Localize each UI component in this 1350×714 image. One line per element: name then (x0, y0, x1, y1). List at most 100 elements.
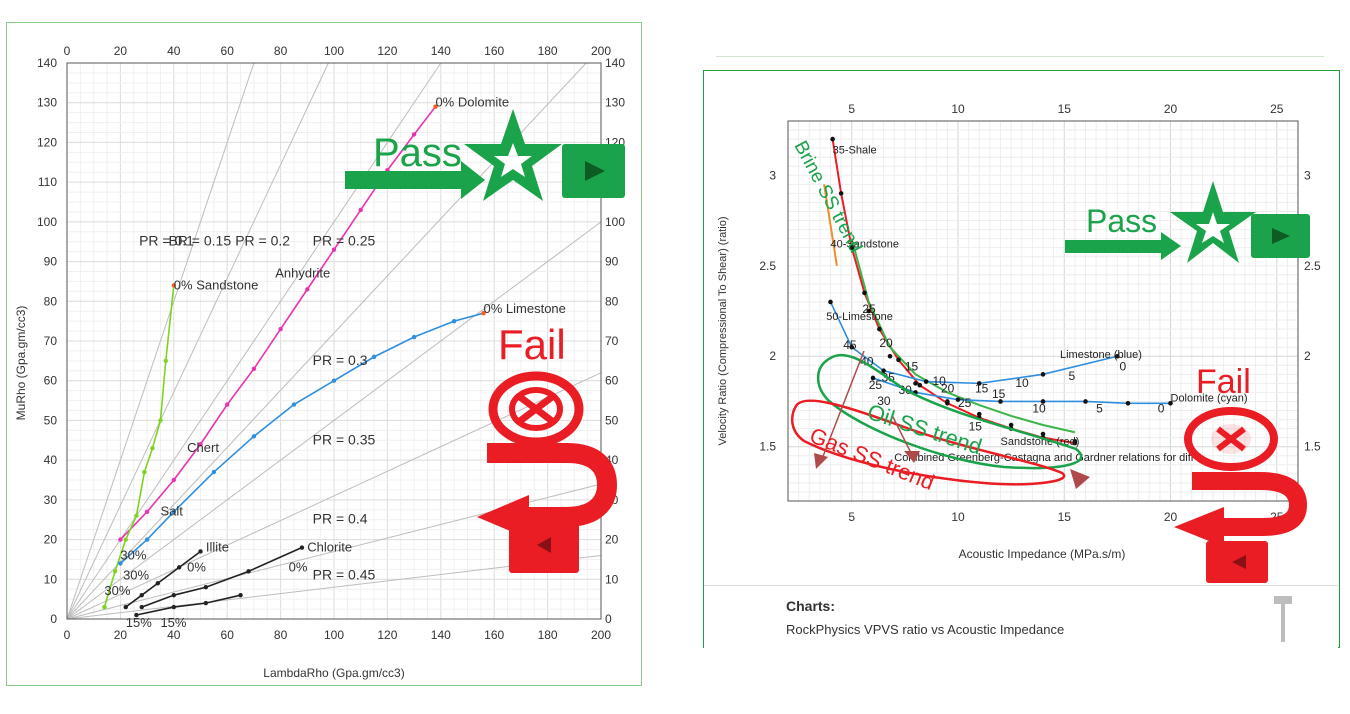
y-tick-label: 2.5 (759, 259, 776, 273)
y-tick-label: 130 (37, 96, 57, 110)
x-tick-label-top: 160 (484, 44, 504, 58)
charts-value: RockPhysics VPVS ratio vs Acoustic Imped… (786, 622, 1065, 637)
x-tick-label-top: 140 (431, 44, 451, 58)
data-point (830, 136, 835, 142)
value-label: 40 (860, 354, 874, 368)
x-tick-label: 160 (484, 628, 504, 642)
point-label: Dolomite (cyan) (1171, 392, 1248, 404)
data-point (291, 402, 297, 407)
value-label: 10 (1015, 376, 1029, 390)
pr-label: PR = 0.2 (235, 233, 290, 249)
data-point (176, 565, 182, 570)
data-point (371, 354, 377, 360)
x-tick-label-top: 100 (324, 44, 344, 58)
y-tick-label: 60 (44, 374, 58, 388)
data-point (481, 311, 486, 316)
data-point (118, 537, 123, 542)
data-point (1125, 400, 1131, 406)
point-label: 40-Sandstone (831, 239, 900, 251)
data-point (838, 191, 844, 196)
x-tick-label: 200 (591, 628, 611, 642)
y-tick-label: 80 (44, 294, 58, 308)
series-line (872, 377, 1171, 405)
pr-label: PR = 0.1 (139, 233, 194, 249)
play-right-icon[interactable] (1251, 214, 1310, 258)
y-tick-label: 1.5 (759, 440, 776, 454)
y-tick-label-right: 20 (605, 533, 619, 547)
value-label: 45 (843, 338, 857, 352)
data-point (1072, 438, 1078, 444)
y-tick-label: 50 (44, 413, 58, 427)
y-tick-label-right: 80 (605, 294, 619, 308)
x-tick-label-top: 15 (1058, 102, 1072, 116)
data-point (411, 334, 417, 340)
curved-arrow-icon (1174, 472, 1308, 547)
pr-label: PR = 0.3 (313, 352, 368, 368)
data-point (278, 326, 283, 332)
x-tick-label: 140 (431, 628, 451, 642)
data-point (887, 353, 893, 359)
y-tick-label-right: 70 (605, 334, 619, 348)
x-tick-label-top: 180 (538, 44, 558, 58)
play-right-icon[interactable] (562, 144, 625, 198)
y-tick-label: 10 (44, 572, 58, 586)
data-point (150, 446, 155, 451)
pr-lines (66, 62, 602, 620)
data-series (102, 104, 486, 618)
lmr-chart-panel: 0 0 20 20 40 40 60 60 80 80 100 100 120 120 140 140 160 1… (6, 22, 642, 686)
data-point (118, 561, 123, 566)
pr-line (66, 221, 602, 620)
point-label: 35-Shale (833, 145, 877, 157)
pass-text: Pass (373, 131, 462, 175)
data-point (144, 537, 150, 542)
value-label: 5 (1096, 401, 1103, 415)
pass-arrow-icon (1065, 232, 1181, 260)
mineral-label: 0% Sandstone (174, 277, 259, 292)
pass-arrow-icon (345, 161, 485, 199)
data-point (299, 545, 305, 550)
annotations: PR = 0.1BR = 0.15 PR = 0.2 PR = 0.25 PR = 0… (104, 95, 566, 630)
value-label: 25 (958, 396, 972, 410)
scroll-handle[interactable] (1274, 596, 1292, 642)
vpvs-chart-panel: 5 5 10 10 15 15 20 20 25 25 1.5 1.5 2 2 2.5 2.5 3 3 35-Sh… (703, 70, 1340, 648)
x-tick-label-top: 80 (274, 44, 288, 58)
data-point (913, 381, 918, 386)
data-point (238, 592, 243, 598)
mineral-label: 30% (120, 547, 146, 562)
y-tick-label: 70 (44, 334, 58, 348)
data-point (945, 399, 950, 404)
point-label: Limestone (blue) (1060, 349, 1142, 361)
data-point (158, 418, 163, 423)
charts-footer: Charts: RockPhysics VPVS ratio vs Acoust… (704, 585, 1338, 648)
data-point (358, 207, 363, 213)
data-point (1008, 422, 1014, 428)
data-point (246, 569, 251, 574)
mineral-label: Illite (206, 539, 229, 554)
mineral-label: 0% (289, 559, 308, 574)
data-point (251, 366, 257, 371)
value-label: 5 (1069, 369, 1076, 383)
data-point (917, 382, 923, 388)
value-label: 0 (1120, 360, 1127, 374)
value-label: 15 (969, 419, 983, 433)
x-tick-label: 15 (1058, 510, 1072, 524)
star-icon (1170, 181, 1256, 263)
y-tick-label: 3 (769, 168, 776, 182)
play-left-icon[interactable] (1206, 541, 1268, 583)
value-label: 20 (879, 336, 893, 350)
data-point (870, 375, 876, 381)
y-tick-label-right: 60 (605, 374, 619, 388)
x-tick-label: 5 (848, 510, 855, 524)
x-tick-label-top: 5 (848, 102, 855, 116)
data-point (849, 344, 855, 350)
x-tick-label-top: 120 (377, 44, 397, 58)
pr-label: PR = 0.45 (313, 566, 376, 582)
y-tick-label: 100 (37, 215, 57, 229)
fail-text: Fail (498, 321, 566, 368)
data-point (134, 612, 139, 618)
play-left-icon[interactable] (509, 519, 579, 573)
pr-label: BR = 0.15 (168, 233, 231, 249)
x-axis-label: Acoustic Impedance (MPa.s/m) (959, 547, 1126, 561)
data-point (198, 549, 203, 554)
value-label: 15 (975, 381, 989, 395)
